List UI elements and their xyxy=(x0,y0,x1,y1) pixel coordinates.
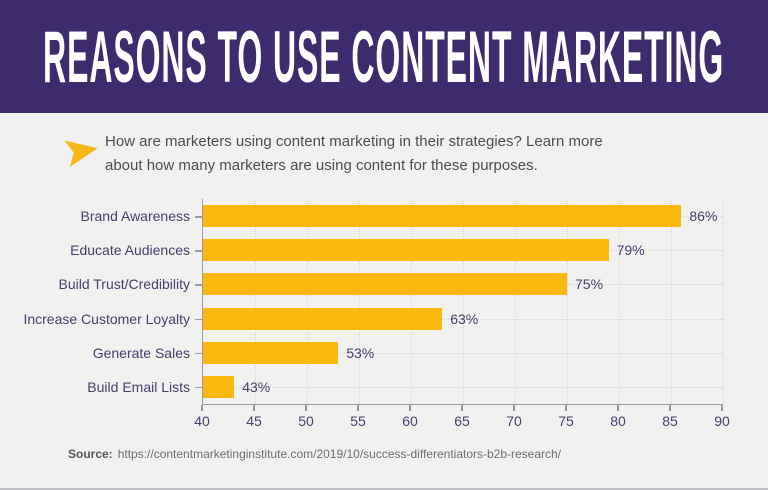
bar xyxy=(203,341,339,364)
category-label: Generate Sales xyxy=(92,344,190,361)
vertical-gridline xyxy=(567,199,568,404)
category-label: Increase Customer Loyalty xyxy=(23,310,190,327)
bar-value-label: 86% xyxy=(689,208,718,225)
bar-value-label: 43% xyxy=(242,378,271,395)
page-title: REASONS TO USE CONTENT MARKETING xyxy=(43,15,725,98)
y-axis-tick xyxy=(195,216,202,218)
page-bottom-edge xyxy=(0,488,768,490)
bar-value-label: 75% xyxy=(575,276,604,293)
bar-value-label: 79% xyxy=(616,242,645,259)
arrow-icon xyxy=(64,136,99,167)
y-axis-tick xyxy=(195,250,202,252)
bar xyxy=(203,273,567,296)
x-axis-tick-label: 55 xyxy=(350,413,366,429)
vertical-gridline xyxy=(411,199,412,404)
horizontal-gridline xyxy=(203,386,723,388)
x-axis-tick xyxy=(461,405,463,411)
intro-text: How are marketers using content marketin… xyxy=(105,130,603,178)
vertical-gridline xyxy=(723,199,724,404)
bar-value-label: 63% xyxy=(450,310,479,327)
x-axis-tick xyxy=(357,405,359,411)
intro-line-1: How are marketers using content marketin… xyxy=(105,133,603,150)
intro-line-2: about how many marketers are using conte… xyxy=(105,157,538,174)
category-label: Build Email Lists xyxy=(87,378,190,395)
vertical-gridline xyxy=(359,199,360,404)
x-axis-tick-label: 65 xyxy=(454,413,470,429)
bar-value-label: 53% xyxy=(346,344,375,361)
bar xyxy=(203,239,609,262)
y-axis-tick xyxy=(195,352,202,355)
horizontal-gridline xyxy=(203,352,723,354)
x-axis-tick xyxy=(669,405,671,411)
x-axis-tick-label: 60 xyxy=(402,413,418,429)
x-axis-tick-label: 45 xyxy=(246,413,262,429)
source-note: Source: https://contentmarketinginstitute… xyxy=(68,447,561,461)
vertical-gridline xyxy=(463,199,464,404)
vertical-gridline xyxy=(515,199,516,404)
x-axis-tick xyxy=(513,405,515,411)
vertical-gridline xyxy=(255,199,256,404)
vertical-gridline xyxy=(671,199,672,404)
x-axis-tick xyxy=(305,405,307,411)
x-axis-tick xyxy=(201,405,203,411)
bar xyxy=(203,307,443,330)
vertical-gridline xyxy=(307,199,308,404)
y-axis-tick xyxy=(195,284,202,286)
x-axis-tick-label: 80 xyxy=(610,413,626,429)
plot-area: 86% 79% 75% 63% 53% 43% xyxy=(202,199,724,405)
y-axis-tick xyxy=(195,318,202,321)
horizontal-gridline xyxy=(203,318,723,320)
x-axis-tick xyxy=(409,405,411,411)
x-axis-tick-label: 90 xyxy=(714,413,730,429)
header-banner: REASONS TO USE CONTENT MARKETING xyxy=(0,0,768,113)
x-axis-tick-label: 40 xyxy=(194,413,210,429)
x-axis-tick xyxy=(565,405,567,411)
bar-chart: 86% 79% 75% 63% 53% 43% Brand Awareness Educat… xyxy=(0,199,768,439)
x-axis-tick xyxy=(721,405,723,411)
source-label: Source: xyxy=(68,447,113,461)
y-axis-tick xyxy=(195,386,202,389)
x-axis-tick-label: 50 xyxy=(298,413,314,429)
x-axis-tick xyxy=(253,405,255,411)
vertical-gridline xyxy=(619,199,620,404)
bar xyxy=(203,375,235,398)
x-axis-tick xyxy=(617,405,619,411)
category-label: Educate Audiences xyxy=(70,242,190,259)
x-axis-tick-label: 85 xyxy=(662,413,678,429)
category-label: Brand Awareness xyxy=(80,208,190,225)
source-url: https://contentmarketinginstitute.com/20… xyxy=(117,447,562,461)
bar xyxy=(203,205,682,228)
category-label: Build Trust/Credibility xyxy=(58,276,191,293)
x-axis-tick-label: 75 xyxy=(558,413,574,429)
x-axis-tick-label: 70 xyxy=(506,413,522,429)
